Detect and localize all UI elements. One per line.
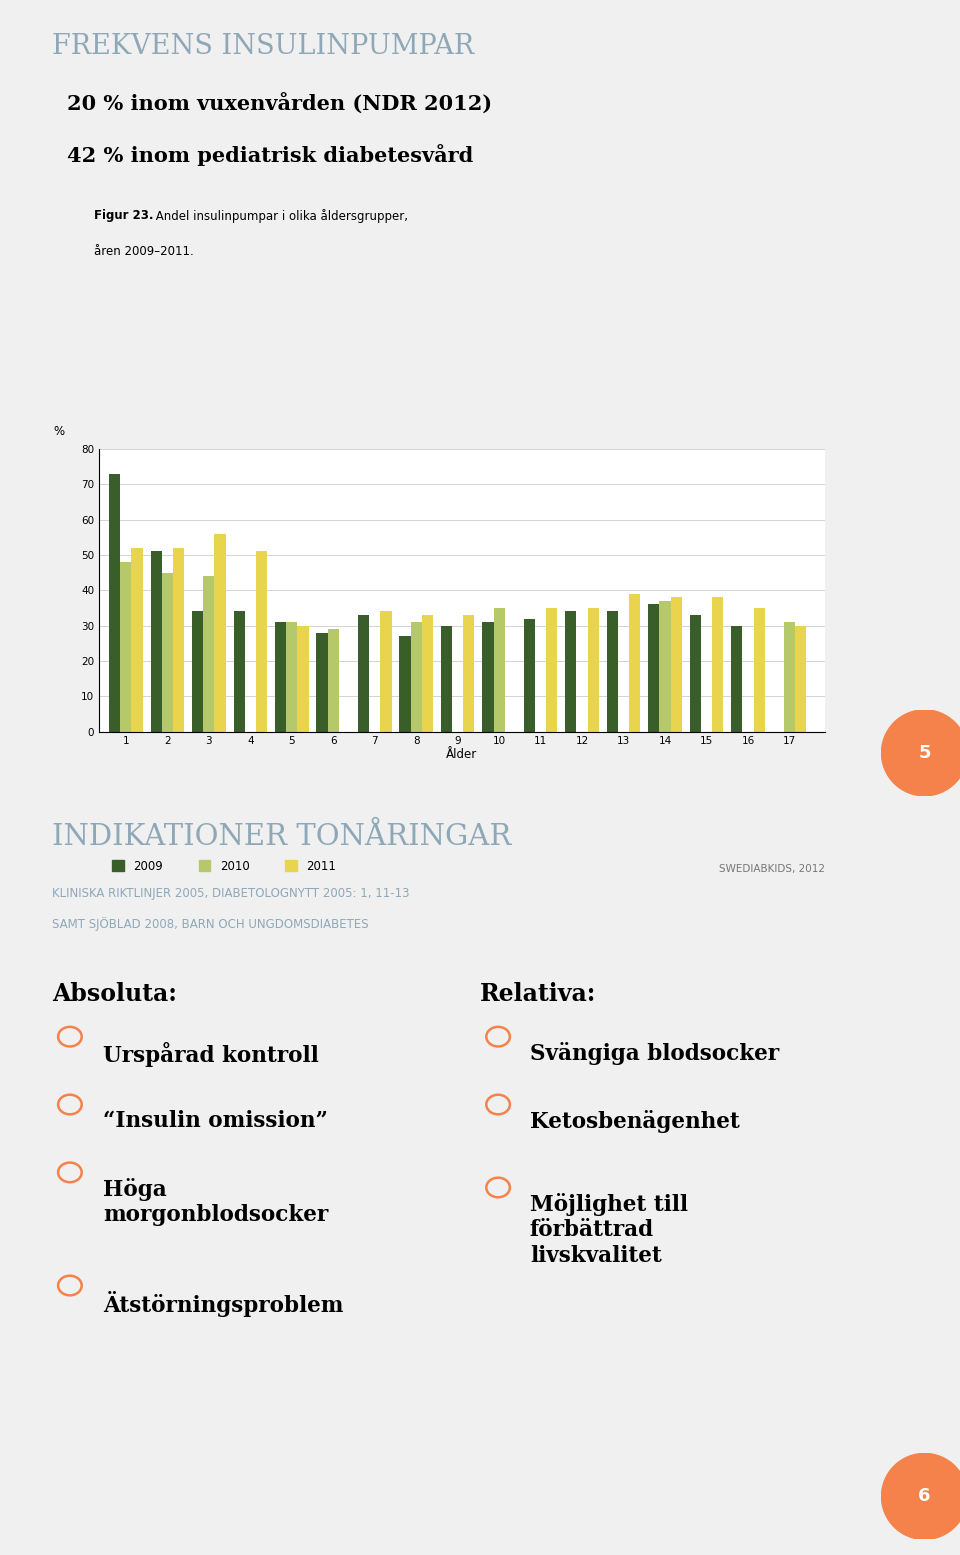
Bar [358,616,369,731]
Text: åren 2009–2011.: åren 2009–2011. [94,246,194,258]
Text: INDIKATIONER TONÅRINGAR: INDIKATIONER TONÅRINGAR [52,823,511,851]
Bar [464,616,474,731]
Text: Absoluta:: Absoluta: [52,981,177,1006]
Circle shape [881,709,960,796]
Text: 6: 6 [918,1488,931,1505]
Text: “Insulin omission”: “Insulin omission” [104,1110,328,1132]
Bar [441,625,452,731]
Bar [712,597,723,731]
Bar [204,577,214,731]
Bar [275,622,286,731]
Bar [607,611,618,731]
Bar [795,625,806,731]
Text: Ätstörningsproblem: Ätstörningsproblem [104,1291,344,1317]
Bar [783,622,795,731]
Bar [256,552,267,731]
Bar [648,605,660,731]
Bar [493,608,505,731]
Bar [629,594,640,731]
Text: 20 % inom vuxenvården (NDR 2012): 20 % inom vuxenvården (NDR 2012) [67,93,492,115]
Bar [411,622,421,731]
Bar [565,611,576,731]
Text: 42 % inom pediatrisk diabetesvård: 42 % inom pediatrisk diabetesvård [67,143,473,166]
Bar [660,600,671,731]
Bar [151,552,161,731]
Bar [421,616,433,731]
Text: KLINISKA RIKTLINJER 2005, DIABETOLOGNYTT 2005: 1, 11-13: KLINISKA RIKTLINJER 2005, DIABETOLOGNYTT… [52,888,409,900]
Bar [482,622,493,731]
Text: SWEDIABKIDS, 2012: SWEDIABKIDS, 2012 [719,865,825,874]
Bar [214,533,226,731]
Text: Urspårad kontroll: Urspårad kontroll [104,1042,320,1067]
Bar [109,474,120,731]
Bar [399,636,411,731]
Circle shape [881,1454,960,1539]
Legend: 2009, 2010, 2011: 2009, 2010, 2011 [112,860,336,872]
Bar [233,611,245,731]
Bar [524,619,535,731]
Text: Ketosbenägenhet: Ketosbenägenhet [530,1110,739,1132]
Bar [286,622,298,731]
Text: 5: 5 [918,743,931,762]
X-axis label: Ålder: Ålder [446,748,477,760]
Bar [298,625,308,731]
Bar [671,597,682,731]
Bar [588,608,599,731]
Text: SAMT SJÖBLAD 2008, BARN OCH UNGDOMSDIABETES: SAMT SJÖBLAD 2008, BARN OCH UNGDOMSDIABE… [52,917,369,931]
Text: Relativa:: Relativa: [480,981,596,1006]
Bar [754,608,765,731]
Bar [317,633,327,731]
Bar [120,561,132,731]
Text: FREKVENS INSULINPUMPAR: FREKVENS INSULINPUMPAR [52,33,474,61]
Bar [192,611,204,731]
Text: Höga
morgonblodsocker: Höga morgonblodsocker [104,1177,328,1225]
Bar [380,611,392,731]
Bar [132,547,143,731]
Text: Svängiga blodsocker: Svängiga blodsocker [530,1042,779,1065]
Text: Figur 23.: Figur 23. [94,208,154,221]
Bar [327,630,339,731]
Bar [689,616,701,731]
Bar [173,547,184,731]
Bar [732,625,742,731]
Bar [546,608,558,731]
Y-axis label: %: % [54,425,64,439]
Bar [161,572,173,731]
Text: Andel insulinpumpar i olika åldersgrupper,: Andel insulinpumpar i olika åldersgruppe… [152,208,408,222]
Text: Möjlighet till
förbättrad
livskvalitet: Möjlighet till förbättrad livskvalitet [530,1193,688,1267]
